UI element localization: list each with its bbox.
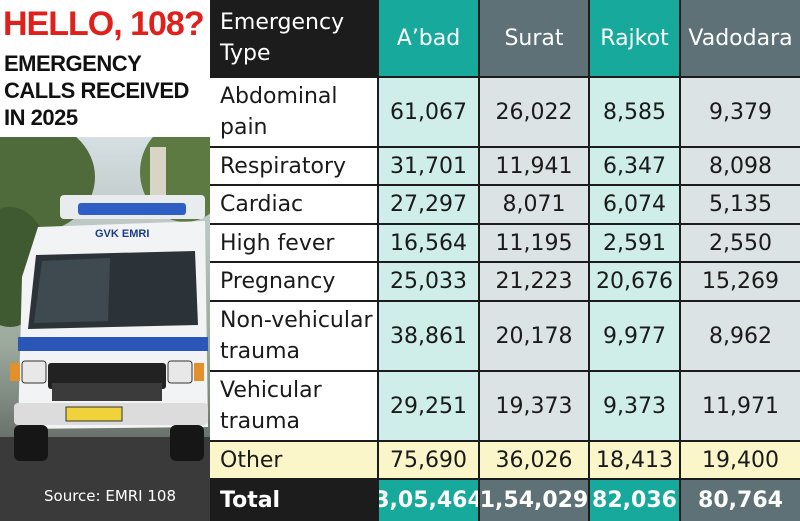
- table-cell: 18,413: [590, 442, 679, 478]
- header-abad: A’bad: [379, 0, 478, 76]
- table-cell: 9,373: [590, 372, 679, 440]
- table-cell: 75,690: [379, 442, 478, 478]
- row-label: Cardiac: [210, 186, 377, 223]
- table-cell: 29,251: [379, 372, 478, 440]
- table-cell: 21,223: [480, 263, 588, 300]
- header-vadodara: Vadodara: [681, 0, 800, 76]
- table-cell: 27,297: [379, 186, 478, 223]
- table-cell: 26,022: [480, 78, 588, 146]
- table-cell: 25,033: [379, 263, 478, 300]
- table-cell: 5,135: [681, 186, 800, 223]
- svg-text:GVK EMRI: GVK EMRI: [95, 228, 149, 240]
- table-cell: 19,373: [480, 372, 588, 440]
- table-cell: 38,861: [379, 302, 478, 370]
- left-panel: HELLO, 108? EMERGENCY CALLS RECEIVED IN …: [0, 0, 210, 521]
- row-label: Non-vehicular trauma: [210, 302, 377, 370]
- table-cell: 6,347: [590, 148, 679, 184]
- total-cell: 1,54,029: [480, 480, 588, 521]
- row-label: Other: [210, 442, 377, 478]
- table-cell: 11,971: [681, 372, 800, 440]
- ambulance-illustration: GVK EMRI: [0, 137, 210, 521]
- row-label: Abdominal pain: [210, 78, 377, 146]
- table-cell: 8,585: [590, 78, 679, 146]
- table-cell: 9,379: [681, 78, 800, 146]
- header-surat: Surat: [480, 0, 588, 76]
- row-label: High fever: [210, 225, 377, 261]
- row-label: Pregnancy: [210, 263, 377, 300]
- table-cell: 11,195: [480, 225, 588, 261]
- table-cell: 8,962: [681, 302, 800, 370]
- total-cell: 3,05,464: [379, 480, 478, 521]
- table-cell: 15,269: [681, 263, 800, 300]
- header-emergency-type: Emergency Type: [210, 0, 377, 76]
- table-cell: 20,676: [590, 263, 679, 300]
- emergency-calls-table: Emergency Type A’bad Surat Rajkot Vadodara Ab…: [210, 0, 800, 521]
- table-cell: 20,178: [480, 302, 588, 370]
- headline-box: HELLO, 108? EMERGENCY CALLS RECEIVED IN …: [0, 0, 210, 137]
- ambulance-photo: GVK EMRI: [0, 137, 210, 521]
- source-note: Source: EMRI 108: [44, 487, 177, 505]
- table-cell: 19,400: [681, 442, 800, 478]
- total-cell: 80,764: [681, 480, 800, 521]
- total-cell: 82,036: [590, 480, 679, 521]
- table-cell: 2,550: [681, 225, 800, 261]
- table-cell: 11,941: [480, 148, 588, 184]
- header-rajkot: Rajkot: [590, 0, 679, 76]
- headline: HELLO, 108?: [3, 5, 205, 43]
- table-cell: 2,591: [590, 225, 679, 261]
- table-cell: 31,701: [379, 148, 478, 184]
- row-label: Respiratory: [210, 148, 377, 184]
- total-label: Total: [210, 480, 377, 521]
- row-label: Vehicular trauma: [210, 372, 377, 440]
- table-cell: 36,026: [480, 442, 588, 478]
- table-cell: 8,098: [681, 148, 800, 184]
- table-cell: 61,067: [379, 78, 478, 146]
- table-cell: 16,564: [379, 225, 478, 261]
- subhead: EMERGENCY CALLS RECEIVED IN 2025: [4, 51, 189, 130]
- table-cell: 6,074: [590, 186, 679, 223]
- table-cell: 9,977: [590, 302, 679, 370]
- table-cells: Emergency Type A’bad Surat Rajkot Vadodara Ab…: [210, 0, 800, 521]
- table-cell: 8,071: [480, 186, 588, 223]
